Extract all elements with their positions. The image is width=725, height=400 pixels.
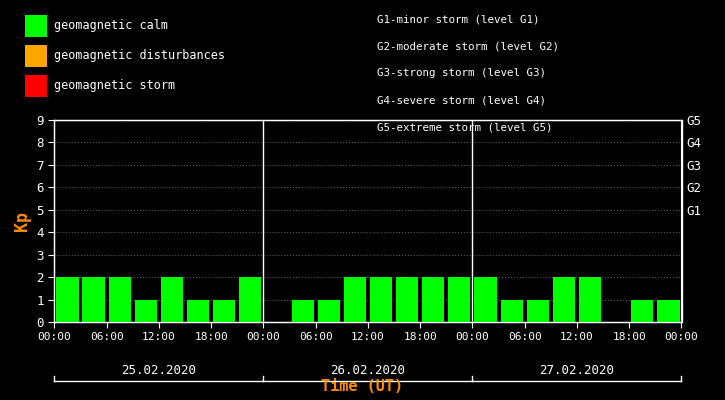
Text: geomagnetic calm: geomagnetic calm [54,20,168,32]
Y-axis label: Kp: Kp [13,211,31,231]
Text: G4-severe storm (level G4): G4-severe storm (level G4) [377,96,546,106]
Bar [552,277,575,322]
Text: G5-extreme storm (level G5): G5-extreme storm (level G5) [377,123,552,133]
Text: G1-minor storm (level G1): G1-minor storm (level G1) [377,14,539,24]
Bar [370,277,392,322]
Bar [579,277,601,322]
Bar [396,277,418,322]
Bar [474,277,497,322]
Bar [109,277,130,322]
Bar [658,300,679,322]
Bar [448,277,471,322]
Text: G2-moderate storm (level G2): G2-moderate storm (level G2) [377,41,559,51]
Bar [500,300,523,322]
Text: G3-strong storm (level G3): G3-strong storm (level G3) [377,68,546,78]
Text: geomagnetic disturbances: geomagnetic disturbances [54,50,225,62]
Bar [239,277,262,322]
Bar [57,277,78,322]
Text: 27.02.2020: 27.02.2020 [539,364,615,376]
Bar [135,300,157,322]
Text: 25.02.2020: 25.02.2020 [121,364,196,376]
Text: 26.02.2020: 26.02.2020 [331,364,405,376]
Bar [526,300,549,322]
Text: Time (UT): Time (UT) [321,379,404,394]
Bar [422,277,444,322]
Bar [161,277,183,322]
Bar [83,277,104,322]
Bar [187,300,210,322]
Bar [318,300,340,322]
Bar [344,277,366,322]
Bar [213,300,236,322]
Text: geomagnetic storm: geomagnetic storm [54,80,175,92]
Bar [291,300,314,322]
Bar [631,300,653,322]
